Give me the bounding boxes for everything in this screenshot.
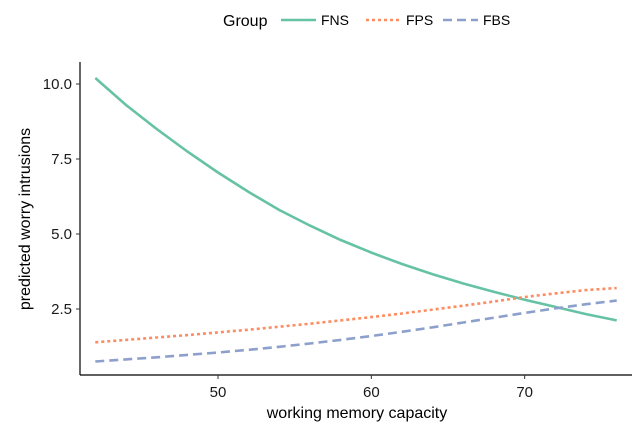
series-line-fps [95,286,617,344]
y-tick-label: 10.0 [43,76,72,93]
y-tick-label: 7.5 [51,151,72,168]
series-line-fbs [95,299,617,363]
x-tick-label: 50 [210,384,227,401]
legend-title: Group [223,13,268,30]
x-tick-label: 60 [363,384,380,401]
legend-label-fns: FNS [321,12,349,28]
x-tick-label: 70 [516,384,533,401]
legend-label-fps: FPS [406,12,433,28]
legend-label-fbs: FBS [483,12,510,28]
y-tick-label: 5.0 [51,226,72,243]
series-line-fns [94,77,617,322]
legend: Group FNS FPS FBS [223,12,510,30]
x-axis-title: working memory capacity [266,405,448,422]
y-tick-label: 2.5 [51,301,72,318]
plot-area [94,77,617,363]
axes: 2.5 5.0 7.5 10.0 50 60 70 [43,62,632,401]
y-axis-title: predicted worry intrusions [17,128,34,310]
